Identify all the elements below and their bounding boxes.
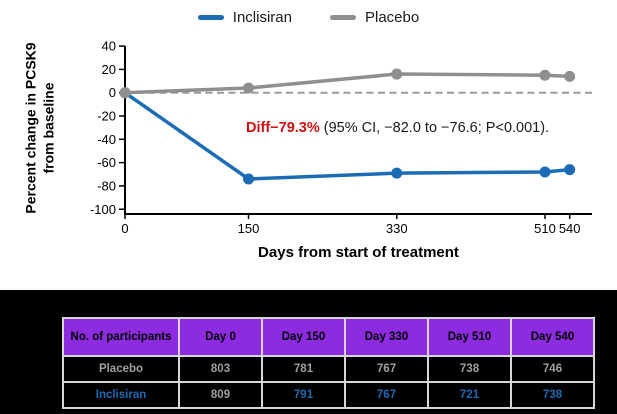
y-tick-label: 20 [102,62,116,77]
x-tick-label: 150 [238,221,260,236]
data-point-placebo-day330 [391,68,403,80]
table-header-day-150: Day 150 [261,317,346,357]
participants-table-panel: No. of participants Day 0 Day 150 Day 330 Da… [0,290,617,414]
legend-label-placebo: Placebo [364,9,420,26]
table-cell-placebo-4: 746 [510,355,595,383]
confidence-interval-text: (95% CI, −82.0 to −76.6; P<0.001). [319,120,550,136]
x-axis-title: Days from start of treatment [258,244,459,261]
x-tick-label: 510 [534,221,556,236]
table-header-day-510: Day 510 [427,317,512,357]
table-cell-placebo-3: 738 [427,355,512,383]
participants-table: No. of participants Day 0 Day 150 Day 330 Da… [62,317,595,409]
data-point-inclisiran-day540 [564,164,576,176]
data-point-placebo-day0 [119,87,131,99]
x-tick-label: 330 [386,221,408,236]
data-point-placebo-day150 [243,82,255,94]
difference-annotation: Diff−79.3% (95% CI, −82.0 to −76.6; P<0.… [246,120,549,136]
y-tick-label: -60 [97,155,116,170]
row-label-inclisiran: Inclisiran [62,381,180,409]
series-line-placebo [124,72,570,95]
legend-item-inclisiran: Inclisiran [197,9,292,26]
table-header-day-540: Day 540 [510,317,595,357]
chart-legend: Inclisiran Placebo [0,9,617,26]
table-cell-placebo-0: 803 [178,355,263,383]
legend-item-placebo: Placebo [329,9,420,26]
table-row-placebo: Placebo 803 781 767 738 746 [62,355,595,383]
table-cell-inclisiran-4: 738 [510,381,595,409]
x-tick-label: 0 [121,221,128,236]
y-tick-label: -100 [90,202,116,217]
y-tick-label: -20 [97,109,116,124]
pcsk9-line-chart: 40 20 0 -20 -40 -60 -80 -100 0 150 330 510 540 [90,39,592,236]
chart-panel: Inclisiran Placebo Percent change in PCS… [0,9,617,261]
table-header-day-0: Day 0 [178,317,263,357]
inclisiran-line-swatch-icon [197,15,224,20]
table-cell-inclisiran-1: 791 [261,381,346,409]
table-header-participants: No. of participants [62,317,180,357]
y-tick-label: 0 [109,85,116,100]
table-header-row: No. of participants Day 0 Day 150 Day 330 Da… [62,317,595,357]
legend-label-inclisiran: Inclisiran [232,9,292,26]
table-header-day-330: Day 330 [344,317,429,357]
row-label-placebo: Placebo [62,355,180,383]
data-point-placebo-day540 [564,70,576,82]
placebo-line-swatch-icon [329,15,356,20]
y-tick-label: -80 [97,178,116,193]
table-cell-inclisiran-0: 809 [178,381,263,409]
table-cell-inclisiran-2: 767 [344,381,429,409]
y-tick-label: -40 [97,132,116,147]
table-cell-inclisiran-3: 721 [427,381,512,409]
x-tick-label: 540 [559,221,581,236]
table-cell-placebo-2: 767 [344,355,429,383]
data-point-inclisiran-day150 [243,173,255,185]
y-tick-label: 40 [102,39,116,54]
table-cell-placebo-1: 781 [261,355,346,383]
diff-value-text: Diff−79.3% [246,120,320,136]
data-point-placebo-day510 [539,69,551,81]
table-row-inclisiran: Inclisiran 809 791 767 721 738 [62,381,595,409]
data-point-inclisiran-day510 [539,166,551,178]
data-point-inclisiran-day330 [391,167,403,179]
